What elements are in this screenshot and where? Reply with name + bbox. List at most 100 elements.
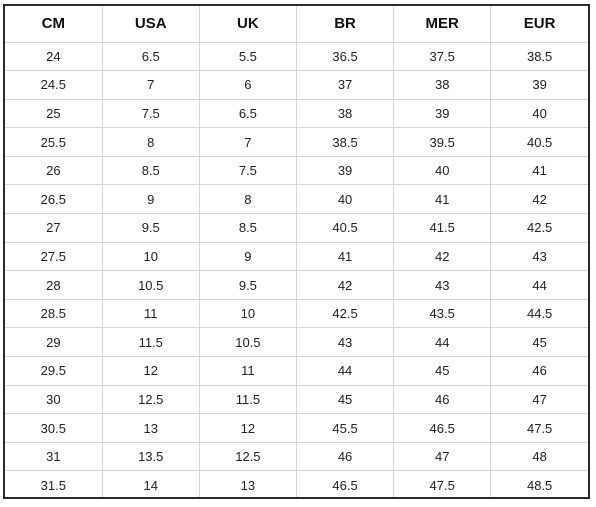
cell-usa: 10 xyxy=(101,241,200,272)
cell-cm: 26 xyxy=(5,155,103,186)
cell-eur: 45 xyxy=(490,327,588,358)
cell-eur: 48 xyxy=(490,441,588,472)
table-row: 25 7.5 6.5 38 39 40 xyxy=(5,98,588,129)
cell-br: 38.5 xyxy=(295,127,395,157)
cell-br: 46 xyxy=(295,441,395,472)
cell-usa: 12.5 xyxy=(101,384,200,415)
cell-cm: 24 xyxy=(5,41,103,72)
table-row: 26.5 9 8 40 41 42 xyxy=(5,184,588,215)
cell-br: 39 xyxy=(295,155,395,186)
cell-cm: 31.5 xyxy=(5,470,103,497)
cell-br: 38 xyxy=(295,98,395,129)
cell-usa: 13 xyxy=(101,413,200,443)
table-row: 26 8.5 7.5 39 40 41 xyxy=(5,155,588,186)
cell-eur: 46 xyxy=(490,356,588,386)
cell-cm: 25.5 xyxy=(5,127,103,157)
cell-cm: 29 xyxy=(5,327,103,358)
header-mer: MER xyxy=(393,6,492,43)
cell-cm: 29.5 xyxy=(5,356,103,386)
cell-usa: 8.5 xyxy=(101,155,200,186)
table-row: 29 11.5 10.5 43 44 45 xyxy=(5,327,588,358)
cell-uk: 9 xyxy=(198,241,297,272)
cell-eur: 42 xyxy=(490,184,588,215)
table-row: 30 12.5 11.5 45 46 47 xyxy=(5,384,588,415)
cell-br: 41 xyxy=(295,241,395,272)
cell-mer: 37.5 xyxy=(393,41,492,72)
cell-mer: 41 xyxy=(393,184,492,215)
cell-br: 37 xyxy=(295,70,395,100)
cell-br: 40 xyxy=(295,184,395,215)
cell-uk: 5.5 xyxy=(198,41,297,72)
cell-br: 42 xyxy=(295,270,395,300)
cell-mer: 42 xyxy=(393,241,492,272)
cell-eur: 47.5 xyxy=(490,413,588,443)
cell-uk: 12.5 xyxy=(198,441,297,472)
header-row: CM USA UK BR MER EUR xyxy=(5,6,588,43)
table-row: 25.5 8 7 38.5 39.5 40.5 xyxy=(5,127,588,157)
cell-uk: 10.5 xyxy=(198,327,297,358)
cell-uk: 13 xyxy=(198,470,297,497)
cell-mer: 38 xyxy=(393,70,492,100)
cell-usa: 13.5 xyxy=(101,441,200,472)
cell-eur: 44.5 xyxy=(490,298,588,329)
table-row: 24.5 7 6 37 38 39 xyxy=(5,70,588,100)
cell-mer: 45 xyxy=(393,356,492,386)
cell-eur: 42.5 xyxy=(490,213,588,243)
cell-cm: 28 xyxy=(5,270,103,300)
cell-br: 42.5 xyxy=(295,298,395,329)
cell-uk: 10 xyxy=(198,298,297,329)
cell-mer: 39.5 xyxy=(393,127,492,157)
cell-usa: 14 xyxy=(101,470,200,497)
cell-br: 36.5 xyxy=(295,41,395,72)
cell-eur: 47 xyxy=(490,384,588,415)
cell-uk: 12 xyxy=(198,413,297,443)
header-br: BR xyxy=(295,6,395,43)
cell-cm: 24.5 xyxy=(5,70,103,100)
cell-uk: 11.5 xyxy=(198,384,297,415)
cell-uk: 7 xyxy=(198,127,297,157)
cell-mer: 39 xyxy=(393,98,492,129)
cell-usa: 11 xyxy=(101,298,200,329)
table-row: 28.5 11 10 42.5 43.5 44.5 xyxy=(5,298,588,329)
table-row: 27.5 10 9 41 42 43 xyxy=(5,241,588,272)
cell-mer: 47 xyxy=(393,441,492,472)
cell-usa: 11.5 xyxy=(101,327,200,358)
cell-usa: 10.5 xyxy=(101,270,200,300)
cell-uk: 7.5 xyxy=(198,155,297,186)
header-cm: CM xyxy=(5,6,103,43)
cell-eur: 38.5 xyxy=(490,41,588,72)
table-row: 30.5 13 12 45.5 46.5 47.5 xyxy=(5,413,588,443)
cell-usa: 8 xyxy=(101,127,200,157)
header-uk: UK xyxy=(198,6,297,43)
table-row: 29.5 12 11 44 45 46 xyxy=(5,356,588,386)
cell-mer: 46 xyxy=(393,384,492,415)
cell-uk: 9.5 xyxy=(198,270,297,300)
cell-cm: 30.5 xyxy=(5,413,103,443)
table-row: 28 10.5 9.5 42 43 44 xyxy=(5,270,588,300)
cell-eur: 40.5 xyxy=(490,127,588,157)
size-chart-table: CM USA UK BR MER EUR 24 6.5 5.5 36.5 37.5 38.… xyxy=(5,6,588,497)
cell-cm: 26.5 xyxy=(5,184,103,215)
table-body: 24 6.5 5.5 36.5 37.5 38.5 24.5 7 6 37 38 39 25 7.5 6.5… xyxy=(5,41,588,497)
cell-usa: 9 xyxy=(101,184,200,215)
cell-eur: 39 xyxy=(490,70,588,100)
cell-uk: 8 xyxy=(198,184,297,215)
cell-mer: 44 xyxy=(393,327,492,358)
table-row: 31.5 14 13 46.5 47.5 48.5 xyxy=(5,470,588,497)
cell-cm: 27 xyxy=(5,213,103,243)
cell-eur: 41 xyxy=(490,155,588,186)
cell-uk: 6.5 xyxy=(198,98,297,129)
table-row: 27 9.5 8.5 40.5 41.5 42.5 xyxy=(5,213,588,243)
cell-mer: 46.5 xyxy=(393,413,492,443)
cell-usa: 7 xyxy=(101,70,200,100)
cell-uk: 8.5 xyxy=(198,213,297,243)
cell-cm: 30 xyxy=(5,384,103,415)
cell-mer: 41.5 xyxy=(393,213,492,243)
cell-uk: 11 xyxy=(198,356,297,386)
cell-usa: 9.5 xyxy=(101,213,200,243)
table-row: 31 13.5 12.5 46 47 48 xyxy=(5,441,588,472)
cell-mer: 43 xyxy=(393,270,492,300)
cell-mer: 47.5 xyxy=(393,470,492,497)
cell-br: 44 xyxy=(295,356,395,386)
cell-eur: 40 xyxy=(490,98,588,129)
